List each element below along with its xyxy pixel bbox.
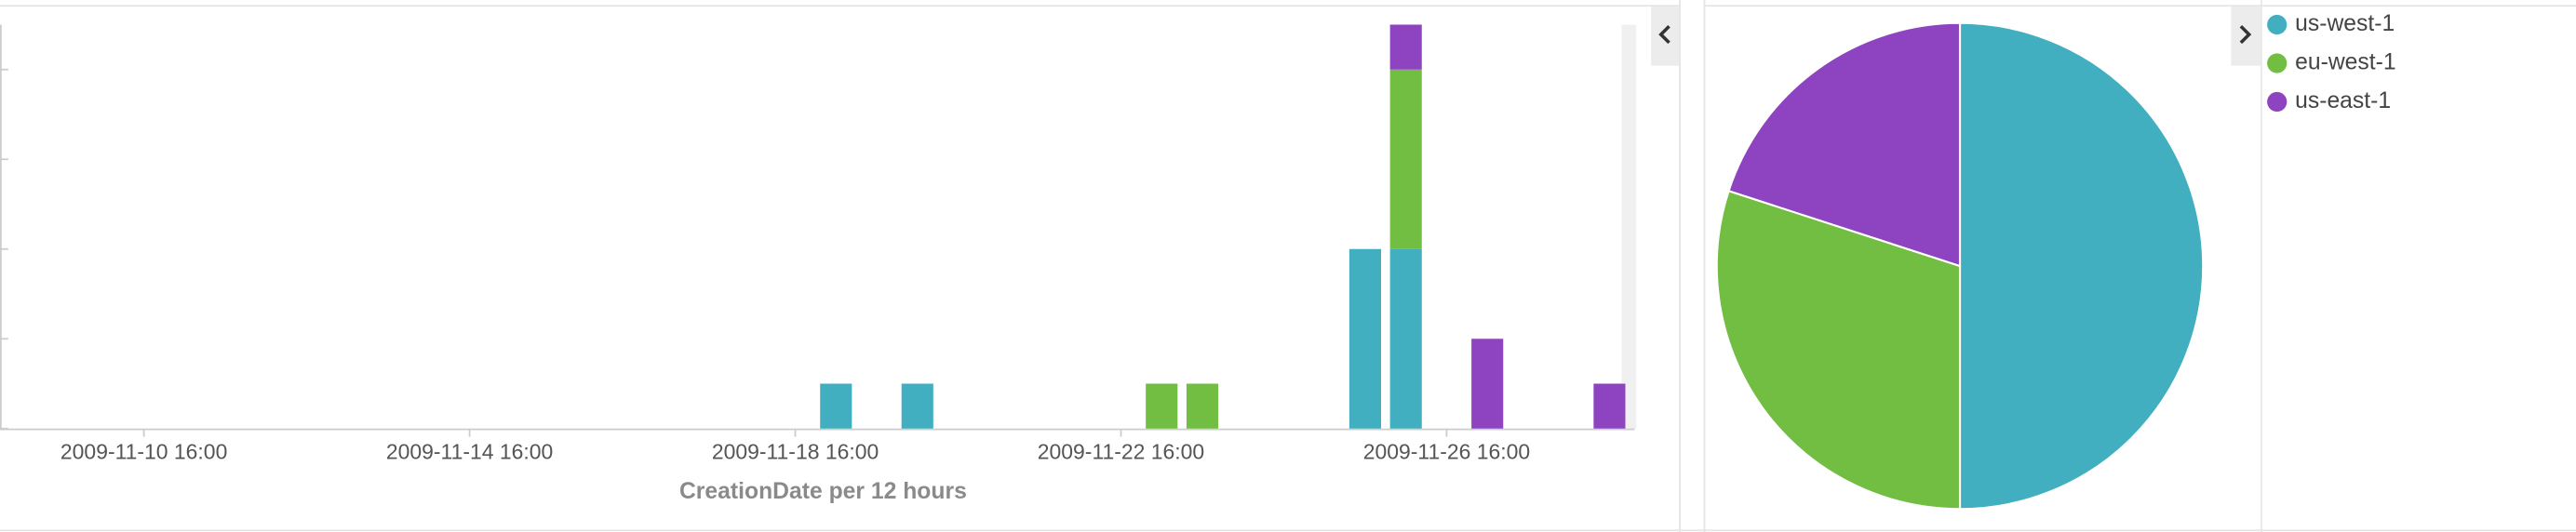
- bar: eu-west-1: [1389, 69, 1422, 249]
- chevron-right: [2239, 25, 2252, 45]
- bar: us-east-1: [1389, 24, 1422, 70]
- chevron-left: [1658, 25, 1670, 45]
- x-tick-label: 2009-11-10 16:00: [60, 439, 227, 463]
- legend-label: us-west-1: [2295, 11, 2395, 36]
- bar: us-west-1: [1389, 248, 1422, 429]
- legend-label: eu-west-1: [2295, 50, 2395, 75]
- x-axis-title: CreationDate per 12 hours: [679, 479, 967, 504]
- legend-swatch: [2267, 53, 2288, 73]
- bar: us-east-1: [1593, 383, 1626, 429]
- pie-slice: [1958, 21, 2205, 511]
- bar: us-west-1: [1348, 248, 1382, 429]
- legend-label: us-east-1: [2295, 88, 2391, 113]
- scrollbar: [1621, 24, 1637, 429]
- pie-slice: [1715, 189, 1962, 511]
- bar: us-east-1: [1471, 339, 1504, 429]
- x-tick-label: 2009-11-26 16:00: [1363, 439, 1530, 463]
- legend-swatch: [2267, 14, 2288, 35]
- bar: eu-west-1: [1146, 383, 1178, 429]
- collapse-button[interactable]: [1651, 7, 1680, 66]
- pie-slice: [1727, 21, 1962, 268]
- x-tick-label: 2009-11-18 16:00: [712, 439, 879, 463]
- x-tick-label: 2009-11-22 16:00: [1038, 439, 1204, 463]
- bar: us-west-1: [901, 383, 933, 429]
- legend-swatch: [2267, 91, 2288, 113]
- x-tick-label: 2009-11-14 16:00: [386, 439, 553, 463]
- bar: eu-west-1: [1186, 383, 1219, 429]
- bar: us-west-1: [820, 383, 852, 429]
